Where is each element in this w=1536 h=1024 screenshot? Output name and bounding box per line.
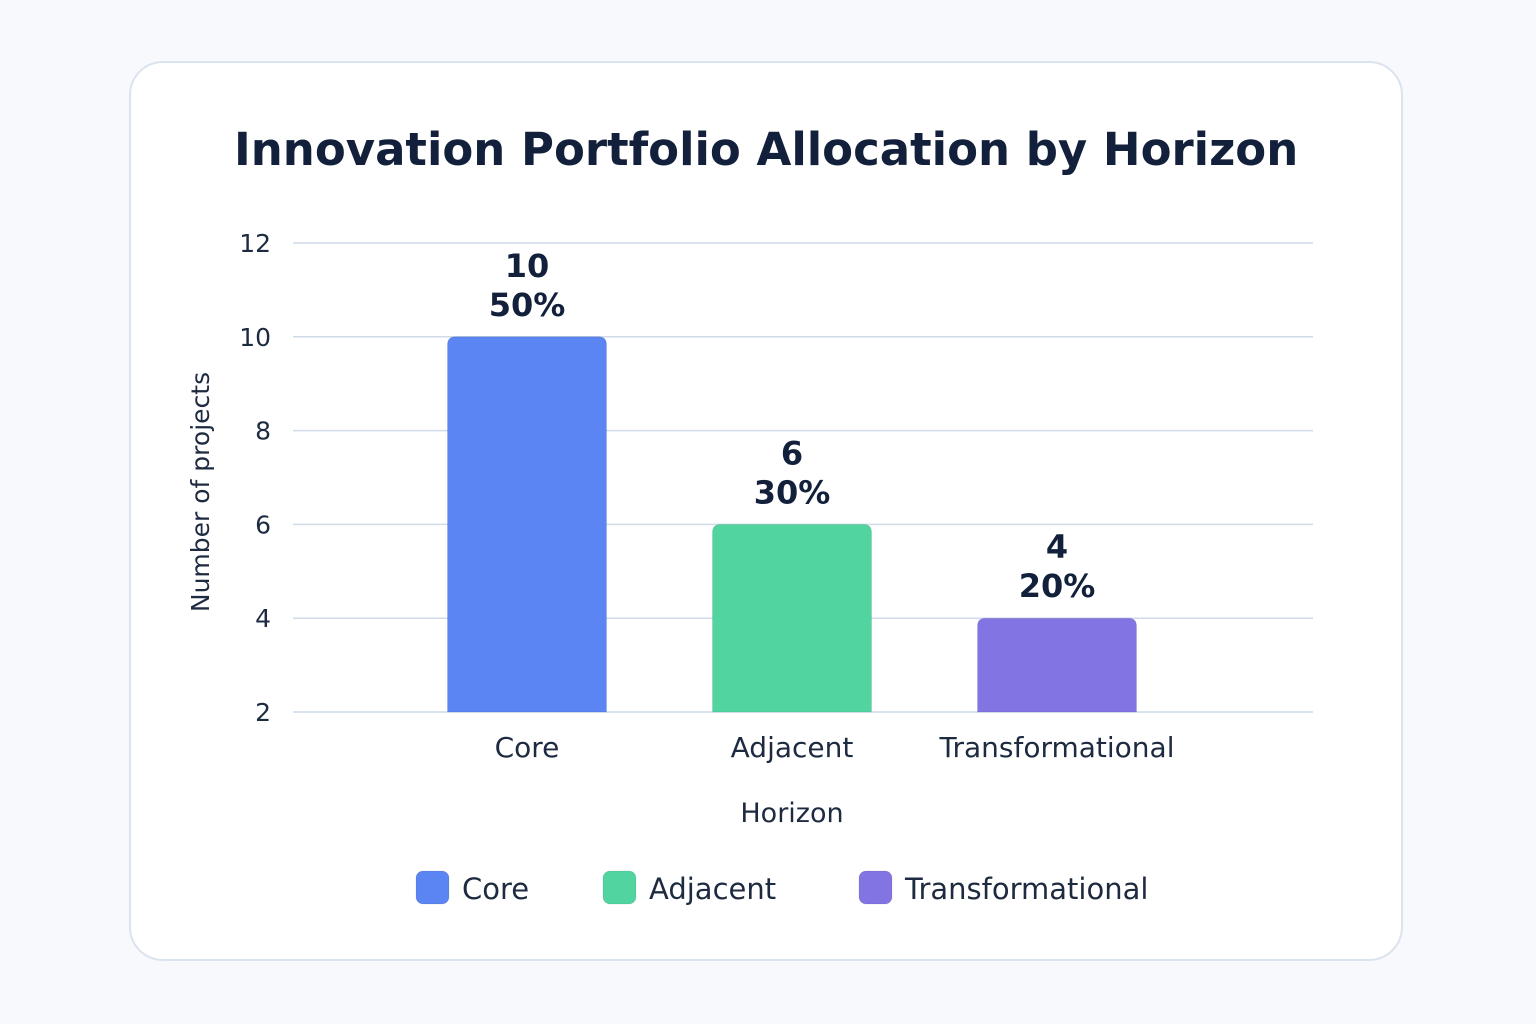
y-tick-label: 8 [255, 417, 271, 446]
y-tick-label: 12 [239, 229, 271, 258]
legend-swatch-transformational [858, 870, 893, 905]
legend-label: Core [462, 872, 529, 906]
legend-label: Transformational [904, 872, 1148, 906]
legend: Core Adjacent Transformational [415, 870, 1148, 906]
chart-title: Innovation Portfolio Allocation by Horiz… [234, 123, 1298, 176]
x-axis-label: Horizon [740, 798, 843, 829]
value-label: 4 [1046, 528, 1068, 566]
percent-label: 30% [754, 473, 831, 511]
percent-label: 50% [489, 286, 566, 324]
x-tick-label: Transformational [938, 731, 1174, 764]
y-axis-ticks: 2 4 6 8 10 12 [239, 229, 271, 727]
bar-core [447, 336, 607, 713]
y-tick-label: 2 [255, 698, 271, 727]
x-axis-ticks: Core Adjacent Transformational [495, 731, 1175, 764]
y-tick-label: 10 [239, 323, 271, 352]
x-tick-label: Core [495, 731, 560, 764]
legend-swatch-adjacent [602, 870, 637, 905]
value-label: 10 [505, 247, 550, 285]
legend-label: Adjacent [649, 872, 776, 906]
y-tick-label: 4 [255, 604, 271, 633]
chart-card [129, 61, 1403, 961]
x-tick-label: Adjacent [731, 731, 854, 764]
bars [447, 336, 1137, 713]
y-tick-label: 6 [255, 510, 271, 539]
legend-swatch-core [415, 870, 450, 905]
bar-transformational [977, 617, 1137, 713]
value-label: 6 [781, 434, 803, 472]
percent-label: 20% [1019, 567, 1096, 605]
bar-adjacent [712, 523, 872, 713]
y-axis-label: Number of projects [186, 372, 215, 612]
